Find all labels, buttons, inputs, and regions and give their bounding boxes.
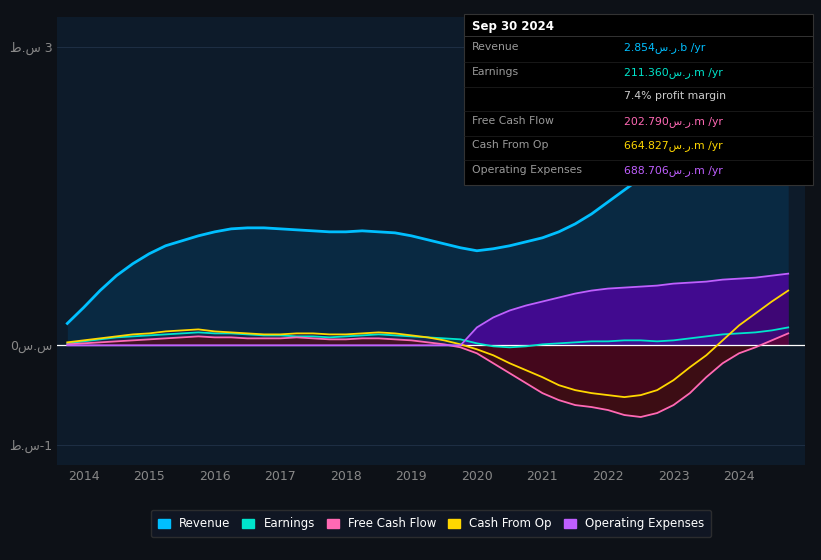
Text: Earnings: Earnings — [472, 67, 519, 77]
Text: 2.854س.ر.b /yr: 2.854س.ر.b /yr — [624, 43, 705, 53]
Text: 688.706س.ر.m /yr: 688.706س.ر.m /yr — [624, 165, 722, 176]
Text: Free Cash Flow: Free Cash Flow — [472, 116, 554, 126]
Text: Revenue: Revenue — [472, 43, 520, 52]
Text: Cash From Op: Cash From Op — [472, 141, 548, 151]
Text: 664.827س.ر.m /yr: 664.827س.ر.m /yr — [624, 141, 722, 151]
Text: Sep 30 2024: Sep 30 2024 — [472, 20, 554, 32]
Text: 211.360س.ر.m /yr: 211.360س.ر.m /yr — [624, 67, 722, 78]
Legend: Revenue, Earnings, Free Cash Flow, Cash From Op, Operating Expenses: Revenue, Earnings, Free Cash Flow, Cash … — [151, 510, 711, 537]
Text: 202.790س.ر.m /yr: 202.790س.ر.m /yr — [624, 116, 722, 127]
Text: 7.4% profit margin: 7.4% profit margin — [624, 91, 726, 101]
Text: Operating Expenses: Operating Expenses — [472, 165, 582, 175]
